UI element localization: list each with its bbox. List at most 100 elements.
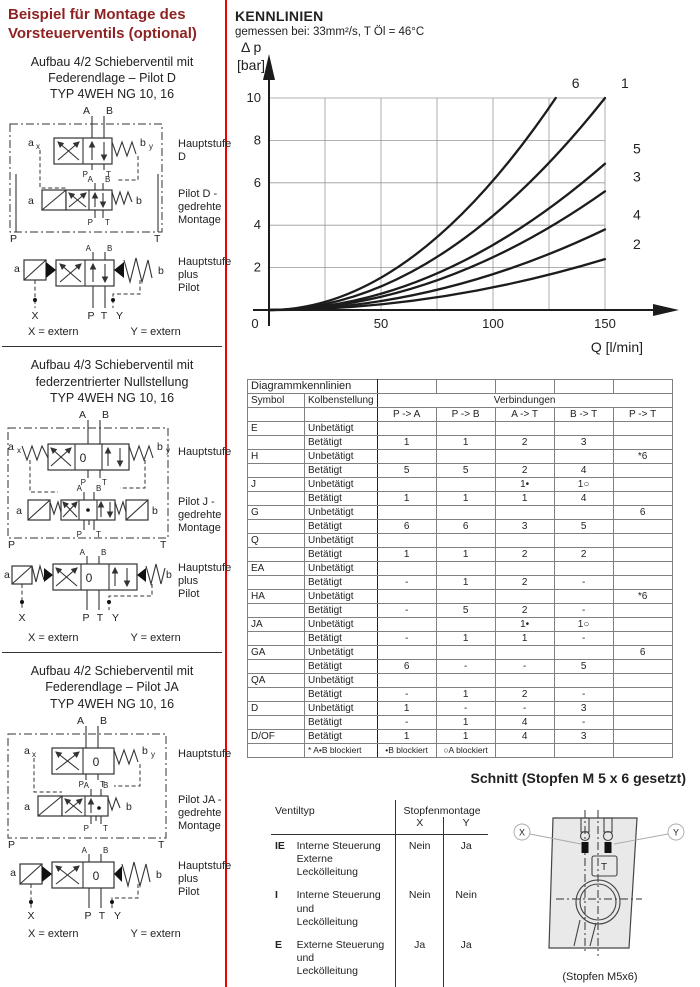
ventiltyp-header: Ventiltyp (275, 805, 315, 817)
valve-schematic-svg: A B P T a x b y (9, 105, 164, 322)
chart-axes (253, 54, 679, 326)
table-cell (612, 533, 673, 548)
stage-label: Pilot J - gedrehte Montage (178, 496, 222, 534)
table-cell: 1• (494, 477, 555, 492)
table-cell: Betätigt (304, 729, 378, 744)
table-cell: *6 (612, 589, 673, 604)
chart-title: KENNLINIEN (235, 8, 324, 24)
table-cell: 5 (435, 603, 496, 618)
svg-text:T: T (102, 478, 107, 487)
extern-note: X = extern Y = extern (28, 326, 181, 339)
svg-text:A: A (80, 548, 86, 557)
svg-text:A: A (86, 244, 92, 253)
svg-text:b: b (157, 441, 163, 453)
diagrammkennlinien-table: Diagrammkennlinien Symbol Kolbenstellung Ve… (247, 379, 673, 758)
table-cell (435, 449, 496, 464)
table-cell (435, 533, 496, 548)
table-cell: 5 (435, 463, 496, 478)
table-cell: 6 (376, 659, 437, 674)
svg-text:a: a (24, 801, 30, 813)
table-cell (612, 561, 673, 576)
table-cell: HA (247, 589, 305, 604)
main-stage-symbol: A B P T a x b y (9, 105, 163, 233)
table-row: JA Unbetätigt 1• 1○ (247, 617, 673, 632)
table-cell: 1 (435, 575, 496, 590)
table-cell: 2 (494, 547, 555, 562)
table-cell (376, 589, 437, 604)
x-callout: X (513, 823, 582, 845)
combined-valve-symbol: b a A B X P T Y (14, 244, 164, 322)
svg-text:0: 0 (93, 869, 100, 883)
table-cell: Ja (443, 933, 488, 984)
table-cell: Nein (395, 884, 444, 934)
table-cell: * A•B blockiert (304, 743, 378, 758)
x-tick-label: 150 (594, 316, 616, 331)
stage-label: Pilot JA - gedrehte Montage (178, 793, 222, 832)
svg-text:Y: Y (114, 910, 121, 922)
table-cell: 1 (376, 491, 437, 506)
table-cell: 1 (494, 491, 555, 506)
svg-text:0: 0 (86, 571, 93, 585)
table-cell: - (553, 575, 614, 590)
table-cell (553, 673, 614, 688)
svg-text:P: P (79, 780, 84, 789)
svg-text:A: A (84, 781, 90, 790)
table-cell: Betätigt (304, 603, 378, 618)
table-row: Betätigt 5 5 2 4 (247, 463, 673, 478)
table-row: E Unbetätigt (247, 421, 673, 436)
svg-text:x: x (32, 750, 36, 759)
table-cell: Externe Steuerung und Leckölleitung (296, 938, 385, 977)
red-column-divider (225, 0, 227, 987)
table-cell: 1 (435, 715, 496, 730)
table-cell (376, 379, 437, 394)
svg-text:T: T (101, 310, 108, 322)
svg-text:B: B (102, 409, 109, 421)
section-divider (2, 652, 222, 653)
table-cell: 4 (553, 491, 614, 506)
svg-text:B: B (100, 715, 107, 727)
table-cell (612, 435, 673, 450)
y-tick-label: 4 (254, 217, 261, 232)
section1-heading: Aufbau 4/2 Schieberventil mit Federendla… (30, 54, 194, 102)
table-cell: P -> A (376, 407, 437, 422)
table-cell: 1 (435, 547, 496, 562)
y-tick-label: 10 (247, 90, 261, 105)
table-row: Betätigt 1 1 2 3 (247, 435, 673, 450)
table-cell: B -> T (553, 407, 614, 422)
table-cell: - (494, 659, 555, 674)
table-cell: 1• (494, 617, 555, 632)
svg-text:a: a (14, 263, 20, 275)
table-cell (553, 589, 614, 604)
svg-text:B: B (106, 105, 113, 117)
table-cell: Betätigt (304, 519, 378, 534)
table-row: Betätigt -1 1- (247, 631, 673, 646)
schnitt-section: Ventiltyp Stopfenmontage X Y IE Interne S… (233, 788, 700, 987)
pilot-valve-symbol: A B P T a b P T (10, 175, 161, 245)
table-cell (247, 575, 305, 590)
y-axis-unit: [bar] (237, 57, 265, 73)
table-cell: - (435, 659, 496, 674)
table-cell: Betätigt (304, 715, 378, 730)
table-row: Symbol Kolbenstellung Verbindungen (247, 393, 673, 408)
empty-cell (271, 817, 396, 835)
svg-text:T: T (99, 910, 106, 922)
table-cell (553, 379, 614, 394)
chart-gridlines (269, 97, 606, 310)
table-cell: 1 (435, 729, 496, 744)
table-cell: Betätigt (304, 547, 378, 562)
table-cell (247, 631, 305, 646)
extern-note: X = extern Y = extern (28, 927, 181, 940)
svg-text:a: a (10, 867, 16, 879)
svg-text:a: a (8, 441, 14, 453)
table-row: H Unbetätigt *6 (247, 449, 673, 464)
table-cell: 1 (494, 631, 555, 646)
svg-text:a: a (16, 505, 22, 517)
table-cell: 5 (553, 659, 614, 674)
table-row: Betätigt 1 1 2 2 (247, 547, 673, 562)
table-row: Betätigt -1 2- (247, 687, 673, 702)
table-cell: 2 (494, 603, 555, 618)
table-cell: 1 (376, 701, 437, 716)
table-cell: Interne Steuerung Externe Leckölleitung (296, 840, 381, 879)
svg-text:A: A (88, 175, 94, 184)
svg-text:T: T (103, 824, 108, 833)
